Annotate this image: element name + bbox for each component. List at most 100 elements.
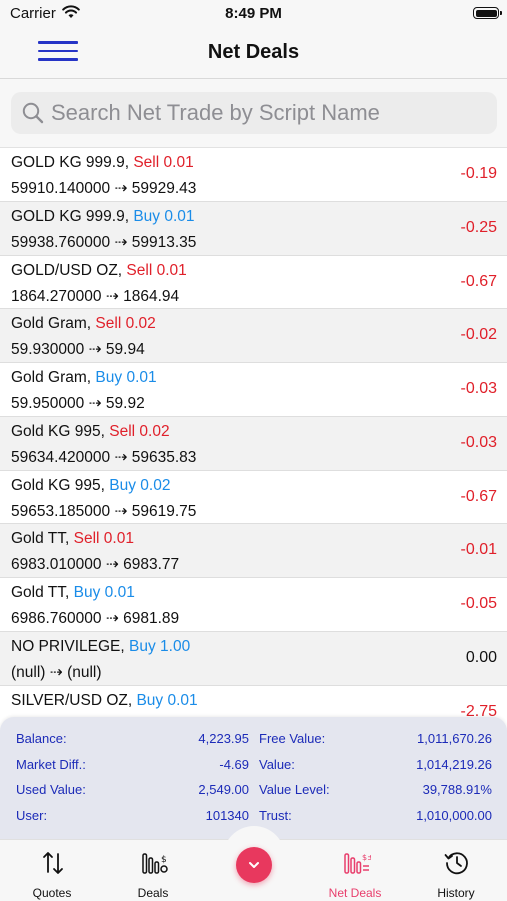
battery-icon [473, 7, 502, 19]
center-action-button[interactable] [236, 847, 272, 883]
free-value-label: Free Value: [259, 731, 326, 746]
deal-row[interactable]: Gold KG 995, Sell 0.02 59634.420000 ⇢ 59… [0, 416, 507, 471]
deal-pnl: -0.19 [460, 165, 497, 182]
value-level-label: Value Level: [259, 782, 330, 797]
deal-qty: 0.01 [126, 369, 157, 386]
arrow-icon: ⇢ [114, 448, 128, 466]
value-label: Value: [259, 757, 295, 772]
deal-side: Buy [95, 369, 123, 386]
deal-name: Gold Gram, [11, 315, 92, 333]
deal-close-price: 59635.83 [131, 448, 197, 466]
chevron-down-icon [249, 862, 259, 868]
deal-row[interactable]: Gold KG 995, Buy 0.02 59653.185000 ⇢ 596… [0, 471, 507, 525]
trust-value: 1,010,000.00 [416, 808, 492, 823]
arrows-up-down-icon [43, 852, 63, 874]
search-input[interactable] [51, 92, 481, 134]
deal-qty: 1.00 [160, 637, 191, 655]
deal-open-price: 59938.760000 [11, 233, 111, 251]
market-diff-label: Market Diff.: [16, 757, 86, 772]
svg-text:$: $ [161, 855, 167, 865]
deal-qty: 0.01 [164, 207, 195, 225]
deal-side: Sell [109, 422, 136, 440]
deal-side: Sell [133, 154, 160, 171]
deal-name: Gold Gram, [11, 369, 92, 386]
tab-net-deals[interactable]: $± Net Deals [305, 840, 405, 901]
arrow-icon: ⇢ [105, 287, 119, 305]
status-bar: Carrier 8:49 PM [0, 0, 507, 28]
deal-side: Buy [136, 691, 164, 709]
net-deals-chart-icon: $± [344, 853, 371, 874]
deal-row[interactable]: GOLD KG 999.9, Sell 0.01 59910.140000 ⇢ … [0, 148, 507, 202]
summary-row: User: 101340 Trust: 1,010,000.00 [0, 808, 507, 828]
arrow-icon: ⇢ [88, 341, 102, 359]
history-clock-icon [444, 852, 468, 875]
deal-row[interactable]: Gold TT, Sell 0.01 6983.010000 ⇢ 6983.77… [0, 524, 507, 578]
deal-pnl: -0.05 [460, 595, 497, 612]
deal-open-price: 59653.185000 [11, 502, 111, 520]
deal-script: Gold KG 995, Sell 0.02 [11, 423, 170, 441]
deal-close-price: 59619.75 [131, 502, 197, 520]
arrow-icon: ⇢ [114, 233, 128, 251]
deal-script: Gold TT, Buy 0.01 [11, 584, 135, 602]
search-bar [0, 79, 507, 148]
value-value: 1,014,219.26 [416, 757, 492, 772]
deal-pnl: -0.67 [460, 272, 497, 290]
deal-row[interactable]: SILVER/USD OZ, Buy 0.01 -2.75 [0, 686, 507, 719]
deal-row[interactable]: Gold TT, Buy 0.01 6986.760000 ⇢ 6981.89 … [0, 578, 507, 632]
account-summary: Balance: 4,223.95 Free Value: 1,011,670.… [0, 717, 507, 839]
deal-row[interactable]: GOLD KG 999.9, Buy 0.01 59938.760000 ⇢ 5… [0, 201, 507, 256]
deal-qty: 0.02 [140, 476, 171, 494]
deal-open-price: 59634.420000 [11, 448, 111, 466]
deal-prices: 59938.760000 ⇢ 59913.35 [11, 233, 196, 252]
deal-name: Gold KG 995, [11, 476, 105, 494]
used-value-value: 2,549.00 [198, 782, 249, 797]
deal-close-price: (null) [67, 663, 102, 681]
deal-prices: 59653.185000 ⇢ 59619.75 [11, 502, 196, 521]
deal-side: Buy [109, 476, 136, 494]
deal-row[interactable]: Gold Gram, Sell 0.02 59.930000 ⇢ 59.94 -… [0, 309, 507, 363]
deal-pnl: 0.00 [465, 648, 497, 666]
search-icon [22, 102, 44, 129]
deal-prices: 59634.420000 ⇢ 59635.83 [11, 448, 196, 467]
deal-side: Buy [129, 637, 156, 655]
deal-side: Buy [133, 207, 161, 225]
deal-row[interactable]: Gold Gram, Buy 0.01 59.950000 ⇢ 59.92 -0… [0, 363, 507, 417]
market-diff-value: -4.69 [219, 757, 249, 772]
user-label: User: [16, 808, 48, 823]
summary-row: Market Diff.: -4.69 Value: 1,014,219.26 [0, 757, 507, 777]
balance-value: 4,223.95 [198, 731, 249, 746]
deal-close-price: 59913.35 [131, 233, 197, 251]
deal-pnl: -0.02 [460, 326, 497, 344]
deal-row[interactable]: GOLD/USD OZ, Sell 0.01 1864.270000 ⇢ 186… [0, 256, 507, 310]
deal-row[interactable]: NO PRIVILEGE, Buy 1.00 (null) ⇢ (null) 0… [0, 631, 507, 686]
deal-qty: 0.01 [104, 584, 135, 601]
carrier-label: Carrier [10, 5, 56, 22]
deal-script: GOLD/USD OZ, Sell 0.01 [11, 262, 187, 280]
deal-close-price: 59.92 [105, 395, 145, 412]
deals-chart-icon: $ [142, 853, 168, 874]
deal-name: SILVER/USD OZ, [11, 691, 133, 709]
deal-side: Sell [73, 530, 100, 548]
deal-open-price: 59910.140000 [11, 180, 111, 197]
user-value: 101340 [205, 808, 249, 823]
net-deals-list[interactable]: GOLD KG 999.9, Sell 0.01 59910.140000 ⇢ … [0, 148, 507, 718]
deal-prices: (null) ⇢ (null) [11, 663, 102, 682]
tab-deals[interactable]: $ Deals [103, 840, 203, 901]
deal-script: NO PRIVILEGE, Buy 1.00 [11, 638, 190, 656]
deal-name: GOLD KG 999.9, [11, 154, 130, 171]
tab-label: Quotes [32, 886, 72, 900]
trust-label: Trust: [259, 808, 292, 823]
deal-open-price: 6986.760000 [11, 610, 102, 627]
deal-open-price: 1864.270000 [11, 287, 102, 305]
hamburger-menu-icon[interactable] [38, 41, 78, 65]
deal-close-price: 59.94 [105, 341, 145, 359]
deal-pnl: -0.67 [460, 487, 497, 505]
search-box[interactable] [11, 92, 497, 134]
summary-row: Balance: 4,223.95 Free Value: 1,011,670.… [0, 731, 507, 751]
arrow-icon: ⇢ [114, 502, 128, 520]
tab-quotes[interactable]: Quotes [2, 840, 102, 901]
deal-name: GOLD/USD OZ, [11, 261, 123, 279]
status-time: 8:49 PM [225, 5, 282, 22]
tab-history[interactable]: History [406, 840, 506, 901]
deal-name: Gold TT, [11, 530, 70, 548]
